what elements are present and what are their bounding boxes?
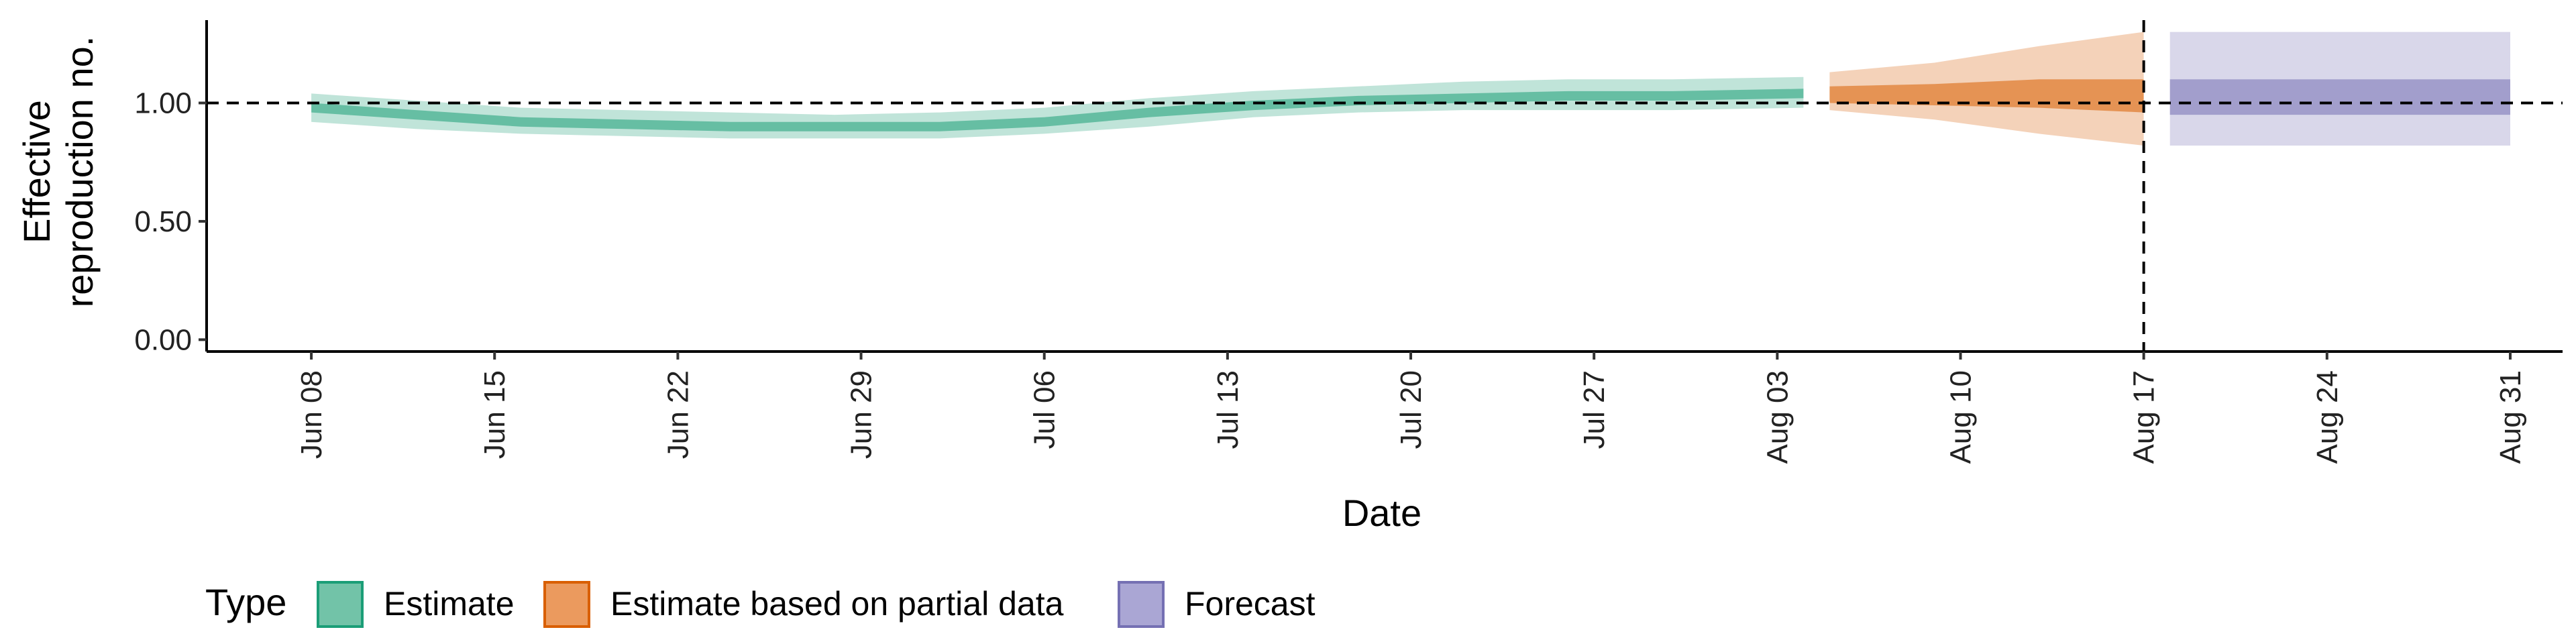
y-axis-title-line2: reproduction no. [58, 36, 101, 308]
band-50-forecast [2169, 79, 2510, 115]
bands-layer [311, 32, 2510, 146]
x-tick-label: Jun 15 [478, 370, 511, 459]
x-tick-labels: Jun 08 Jun 15 Jun 22 Jun 29 Jul 06 Jul 13 Jul … [295, 370, 2527, 464]
reference-lines [207, 20, 2563, 352]
x-tick-label: Aug 31 [2494, 370, 2527, 464]
legend-label-partial: Estimate based on partial data [610, 585, 1064, 623]
x-tick-label: Aug 10 [1945, 370, 1978, 464]
x-tick-label: Aug 17 [2128, 370, 2161, 464]
y-axis-title-line1: Effective [15, 100, 58, 244]
legend-label-forecast: Forecast [1185, 585, 1316, 623]
legend-key-forecast [1118, 581, 1165, 628]
x-tick-label: Jun 22 [661, 370, 694, 459]
y-tick-label: 0.50 [134, 205, 192, 238]
legend-key-partial [543, 581, 590, 628]
x-tick-label: Jul 06 [1028, 370, 1061, 449]
legend-label-estimate: Estimate [384, 585, 515, 623]
band-90-estimate [311, 76, 1804, 139]
legend: Type Estimate Estimate based on partial … [205, 581, 1316, 628]
x-axis-title: Date [1342, 492, 1421, 534]
y-tick-labels: 0.00 0.50 1.00 [134, 87, 192, 357]
x-tick-label: Jul 27 [1578, 370, 1611, 449]
x-tick-label: Jun 29 [845, 370, 878, 459]
axes-layer [199, 20, 2563, 360]
x-tick-label: Jul 20 [1395, 370, 1428, 449]
x-tick-label: Aug 03 [1761, 370, 1794, 464]
x-tick-label: Jul 13 [1212, 370, 1244, 449]
y-tick-label: 1.00 [134, 87, 192, 120]
x-tick-label: Jun 08 [295, 370, 328, 459]
band-50-estimate [311, 89, 1804, 131]
legend-title: Type [205, 581, 286, 623]
x-tick-label: Aug 24 [2311, 370, 2344, 464]
legend-key-estimate [317, 581, 364, 628]
y-tick-label: 0.00 [134, 323, 192, 356]
